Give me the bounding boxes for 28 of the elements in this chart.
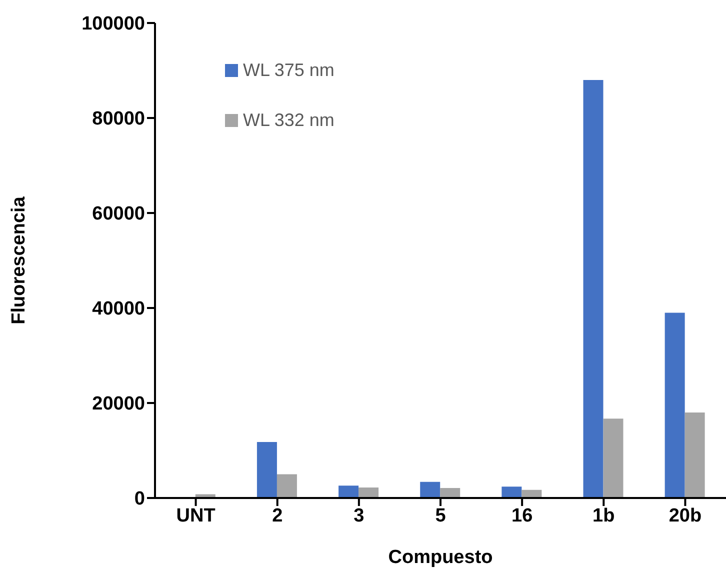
- bar: [276, 474, 297, 498]
- legend-label: WL 375 nm: [243, 60, 334, 80]
- x-tick-label: 1b: [592, 505, 615, 526]
- bar: [338, 486, 359, 498]
- y-tick-label: 20000: [92, 394, 145, 415]
- x-tick-label: 16: [512, 505, 533, 526]
- bar: [358, 488, 379, 498]
- y-tick-label: 0: [134, 488, 145, 510]
- y-tick-label: 100000: [82, 14, 145, 35]
- bar: [583, 80, 604, 498]
- bar: [502, 486, 522, 498]
- bar: [603, 418, 624, 498]
- y-axis-title: Fluorescencia: [8, 196, 30, 324]
- bar: [684, 412, 705, 498]
- legend-label: WL 332 nm: [243, 110, 334, 130]
- x-tick-label: 3: [354, 505, 364, 526]
- bar: [440, 488, 460, 498]
- bar: [256, 442, 277, 498]
- x-tick-label: 5: [435, 505, 446, 526]
- bar: [664, 312, 685, 498]
- y-tick-label: 60000: [92, 204, 145, 225]
- x-tick-label: UNT: [176, 505, 216, 526]
- x-tick-label: 20b: [668, 505, 702, 526]
- y-tick-label: 40000: [92, 298, 145, 320]
- x-tick-label: 2: [272, 505, 283, 526]
- y-tick-label: 80000: [92, 108, 145, 130]
- bar: [420, 482, 440, 498]
- x-axis-title: Compuesto: [388, 547, 493, 568]
